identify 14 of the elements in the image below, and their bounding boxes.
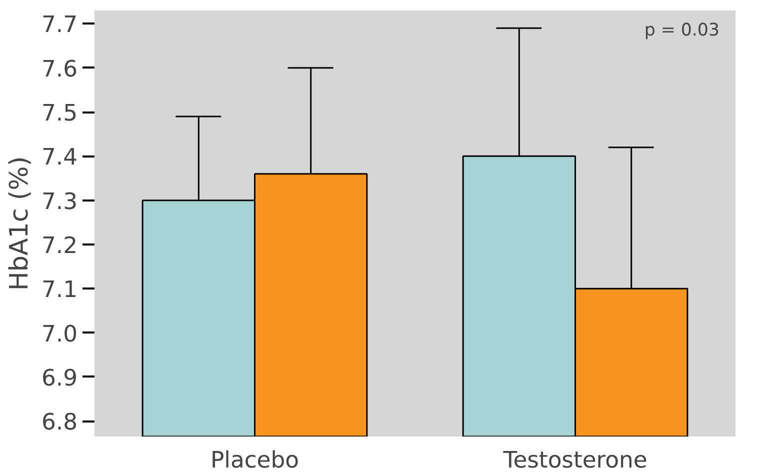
annotation: p = 0.03 xyxy=(644,20,720,40)
y-tick-label: 7.0 xyxy=(41,321,78,348)
y-tick-label: 6.8 xyxy=(41,410,78,436)
x-tick-label: Testosterone xyxy=(502,448,648,474)
y-tick-label: 7.5 xyxy=(41,100,78,127)
y-axis-title: HbA1c (%) xyxy=(3,156,34,291)
y-tick-label: 7.3 xyxy=(41,188,78,215)
x-tick-label: Placebo xyxy=(210,448,299,474)
y-tick-label: 6.9 xyxy=(41,365,78,392)
y-tick-label: 7.7 xyxy=(41,12,78,38)
y-tick-label: 7.1 xyxy=(41,277,78,304)
y-tick-label: 7.4 xyxy=(41,144,78,171)
y-tick-label: 7.6 xyxy=(41,56,78,82)
y-tick-label: 7.2 xyxy=(41,232,78,259)
